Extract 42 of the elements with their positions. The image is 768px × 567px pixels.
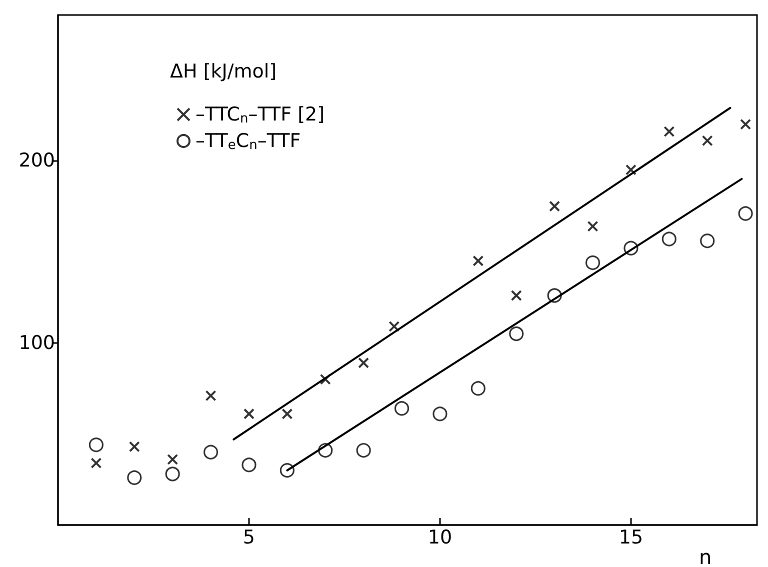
point: [242, 458, 256, 472]
legend-title: ΔH [kJ/mol]: [170, 60, 277, 82]
point: [700, 234, 715, 248]
point: [662, 232, 676, 246]
point: [432, 406, 448, 422]
point: [510, 290, 522, 301]
point: [472, 255, 484, 266]
y-tick-label: 200: [18, 150, 55, 172]
y-tick-label: 100: [18, 332, 55, 354]
point: [664, 126, 675, 138]
point: [547, 288, 562, 303]
point: [128, 441, 140, 452]
point: [90, 458, 102, 469]
x-axis-title: n: [699, 545, 712, 567]
point: [470, 381, 486, 396]
point: [509, 326, 524, 342]
point: [394, 401, 410, 416]
point: [165, 466, 180, 482]
point: [585, 255, 600, 270]
x-tick-label: 5: [242, 526, 256, 548]
point: [204, 444, 218, 460]
point: [127, 470, 142, 485]
point: [358, 357, 370, 368]
point: [549, 200, 560, 212]
point: [625, 164, 636, 176]
point: [205, 390, 216, 402]
point: [587, 220, 598, 232]
point: [280, 463, 294, 478]
point: [388, 320, 400, 332]
point: [624, 240, 638, 256]
point: [88, 438, 104, 452]
point: [167, 454, 178, 465]
point: [702, 135, 713, 146]
point: [320, 374, 331, 385]
x-tick-label: 10: [428, 526, 452, 548]
point: [282, 408, 293, 420]
point: [318, 443, 333, 458]
point: [738, 206, 753, 221]
point: [740, 118, 752, 130]
point: [356, 443, 371, 458]
point: [243, 408, 254, 420]
x-tick-label: 15: [618, 526, 644, 548]
